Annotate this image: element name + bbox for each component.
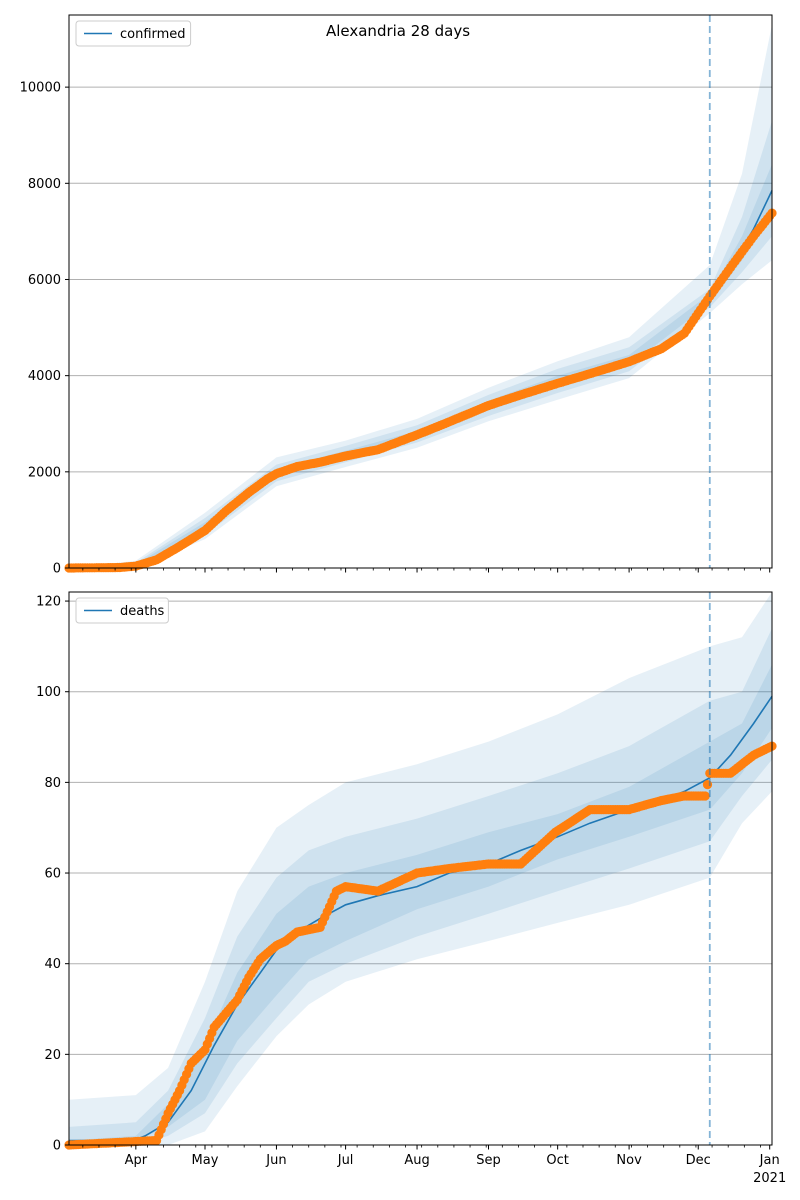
legend-box bbox=[75, 20, 192, 47]
uncertainty-band-1 bbox=[69, 24, 772, 569]
axes-frame bbox=[68, 14, 773, 569]
uncertainty-band-2 bbox=[69, 628, 772, 1145]
y-tick-label: 8000 bbox=[28, 177, 61, 192]
y-tick-label: 20 bbox=[44, 1048, 61, 1063]
y-tick-label: 100 bbox=[36, 685, 61, 700]
x-tick-label: Oct bbox=[546, 1153, 568, 1168]
uncertainty-band-3 bbox=[69, 664, 772, 1145]
x-tick-label: Jun bbox=[265, 1153, 286, 1168]
x-year-label: 2021 bbox=[753, 1171, 786, 1186]
x-tick-label: May bbox=[192, 1153, 219, 1168]
y-tick-label: 80 bbox=[44, 776, 61, 791]
legend-label: deaths bbox=[120, 604, 165, 619]
x-tick-label: Sep bbox=[476, 1153, 501, 1168]
y-tick-label: 40 bbox=[44, 957, 61, 972]
x-tick-label: Apr bbox=[125, 1153, 148, 1168]
model-line bbox=[68, 190, 773, 569]
observed-points bbox=[64, 208, 777, 573]
data-point bbox=[702, 780, 713, 790]
data-point bbox=[700, 791, 710, 801]
confirmed-plot: 0 2000 4000 6000 8000 10000 confirmed bbox=[20, 14, 777, 577]
y-tick-label: 0 bbox=[53, 1139, 61, 1154]
uncertainty-band-3 bbox=[69, 164, 772, 568]
y-tick-label: 4000 bbox=[28, 369, 61, 384]
y-tick-label: 10000 bbox=[20, 81, 61, 96]
legend: deaths bbox=[75, 597, 169, 624]
deaths-plot: 0 20 40 60 80 100 120 Apr May Jun Jul Aug Sep Oct Nov D… bbox=[36, 591, 786, 1186]
chart-title: Alexandria 28 days bbox=[326, 22, 470, 40]
y-tick-label: 2000 bbox=[28, 465, 61, 480]
x-tick-label: Aug bbox=[404, 1153, 429, 1168]
legend: confirmed bbox=[75, 20, 192, 47]
x-tick-label: Dec bbox=[686, 1153, 711, 1168]
y-tick-label: 6000 bbox=[28, 273, 61, 288]
x-tick-label: Nov bbox=[616, 1153, 642, 1168]
x-tick-label: Jan bbox=[759, 1153, 780, 1168]
axes-frame bbox=[68, 591, 773, 1146]
legend-box bbox=[75, 597, 169, 624]
y-tick-label: 120 bbox=[36, 595, 61, 610]
y-tick-label: 60 bbox=[44, 867, 61, 882]
x-tick-label: Jul bbox=[337, 1153, 354, 1168]
y-tick-label: 0 bbox=[53, 562, 61, 577]
legend-label: confirmed bbox=[120, 27, 186, 42]
